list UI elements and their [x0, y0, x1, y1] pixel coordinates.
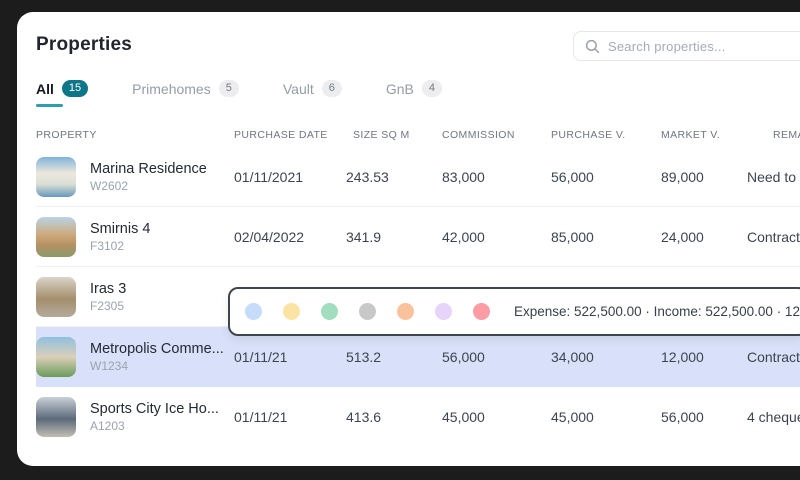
tab-gnb-count-badge: 4	[421, 80, 442, 98]
column-header-size-sq-m[interactable]: SIZE SQ M	[353, 129, 410, 142]
category-dot-orange[interactable]	[397, 303, 414, 320]
cell-size-sq-m: 341.9	[346, 228, 382, 245]
category-dot-green[interactable]	[321, 303, 338, 320]
search-placeholder: Search properties...	[608, 38, 726, 54]
cell-remarks: Need to	[747, 168, 797, 185]
tab-all-count-badge: 15	[61, 80, 89, 98]
tab-gnb-label: GnB	[385, 80, 414, 97]
tab-primehomes-count-badge: 5	[218, 80, 239, 98]
cell-remarks: 4 cheque	[747, 409, 800, 426]
category-dot-gray[interactable]	[359, 303, 376, 320]
table-row[interactable]: Smirnis 4 F3102 02/04/2022 341.9 42,000 …	[36, 207, 800, 268]
column-header-remarks[interactable]: REMARKS	[773, 129, 800, 142]
column-header-commission[interactable]: COMMISSION	[442, 129, 515, 142]
column-header-market-v[interactable]: MARKET V.	[661, 129, 721, 142]
column-header-purchase-date[interactable]: PURCHASE DATE	[234, 129, 328, 142]
cell-purchase-v: 45,000	[551, 409, 594, 426]
tooltip-summary-text: Expense: 522,500.00 · Income: 522,500.00…	[514, 304, 800, 319]
property-code: F2305	[90, 298, 125, 313]
tab-vault-label: Vault	[282, 80, 314, 97]
property-photo	[36, 397, 76, 438]
cell-purchase-v: 34,000	[551, 348, 594, 365]
property-code: A1203	[90, 419, 125, 434]
cell-purchase-date: 01/11/21	[234, 409, 288, 426]
property-name: Metropolis Comme...	[90, 340, 224, 357]
cell-remarks: Contract	[747, 348, 800, 365]
cell-commission: 42,000	[442, 228, 485, 245]
tab-primehomes-label: Primehomes	[132, 80, 211, 97]
cell-market-v: 89,000	[661, 168, 704, 185]
cell-purchase-date: 01/11/21	[234, 348, 288, 365]
cell-size-sq-m: 243.53	[346, 168, 389, 185]
column-header-purchase-v[interactable]: PURCHASE V.	[551, 129, 626, 142]
tab-vault-count-badge: 6	[321, 80, 342, 98]
category-dot-yellow[interactable]	[283, 303, 300, 320]
property-photo	[36, 276, 76, 317]
property-name: Smirnis 4	[90, 220, 151, 237]
column-header-property[interactable]: PROPERTY	[36, 129, 97, 142]
category-dot-blue[interactable]	[245, 303, 262, 320]
cell-size-sq-m: 513.2	[346, 348, 382, 365]
category-color-dots	[245, 303, 490, 320]
cell-purchase-v: 85,000	[551, 228, 594, 245]
property-code: W1234	[90, 358, 129, 373]
property-summary-tooltip: Expense: 522,500.00 · Income: 522,500.00…	[228, 287, 800, 336]
cell-purchase-date: 02/04/2022	[234, 228, 305, 245]
cell-market-v: 56,000	[661, 409, 704, 426]
cell-size-sq-m: 413.6	[346, 409, 382, 426]
cell-purchase-date: 01/11/2021	[234, 168, 304, 185]
category-dot-purple[interactable]	[435, 303, 452, 320]
property-name: Sports City Ice Ho...	[90, 401, 219, 418]
table-row-selected[interactable]: Metropolis Comme... W1234 01/11/21 513.2…	[36, 327, 800, 388]
property-code: F3102	[90, 238, 125, 253]
search-icon	[585, 39, 600, 53]
property-name: Iras 3	[90, 280, 127, 297]
property-code: W2602	[90, 178, 129, 193]
property-photo	[36, 336, 76, 377]
property-photo	[36, 156, 76, 197]
tab-vault[interactable]: Vault 6	[282, 80, 342, 98]
tab-all-label: All	[36, 80, 54, 97]
cell-purchase-v: 56,000	[551, 168, 594, 185]
search-input[interactable]: Search properties...	[573, 31, 800, 61]
active-tab-underline	[36, 104, 63, 108]
properties-card: Properties Search properties... All 15 P…	[17, 12, 800, 466]
table-row[interactable]: Sports City Ice Ho... A1203 01/11/21 413…	[36, 387, 800, 447]
filter-tabs: All 15 Primehomes 5 Vault 6	[36, 80, 800, 108]
cell-market-v: 24,000	[661, 228, 704, 245]
cell-remarks: Contract	[747, 228, 800, 245]
tab-primehomes[interactable]: Primehomes 5	[132, 80, 239, 98]
property-name: Marina Residence	[90, 160, 207, 177]
category-dot-red[interactable]	[473, 303, 490, 320]
table-body: Marina Residence W2602 01/11/2021 243.53…	[36, 147, 800, 447]
page-title: Properties	[36, 34, 132, 55]
table-row[interactable]: Marina Residence W2602 01/11/2021 243.53…	[36, 147, 800, 208]
cell-commission: 56,000	[442, 348, 485, 365]
cell-market-v: 12,000	[661, 348, 704, 365]
tab-all[interactable]: All 15	[36, 80, 89, 108]
table-header-row: PROPERTY PURCHASE DATE SIZE SQ M COMMISS…	[36, 129, 800, 141]
cell-commission: 83,000	[442, 168, 485, 185]
cell-commission: 45,000	[442, 409, 485, 426]
tab-gnb[interactable]: GnB 4	[385, 80, 442, 98]
property-photo	[36, 216, 76, 257]
